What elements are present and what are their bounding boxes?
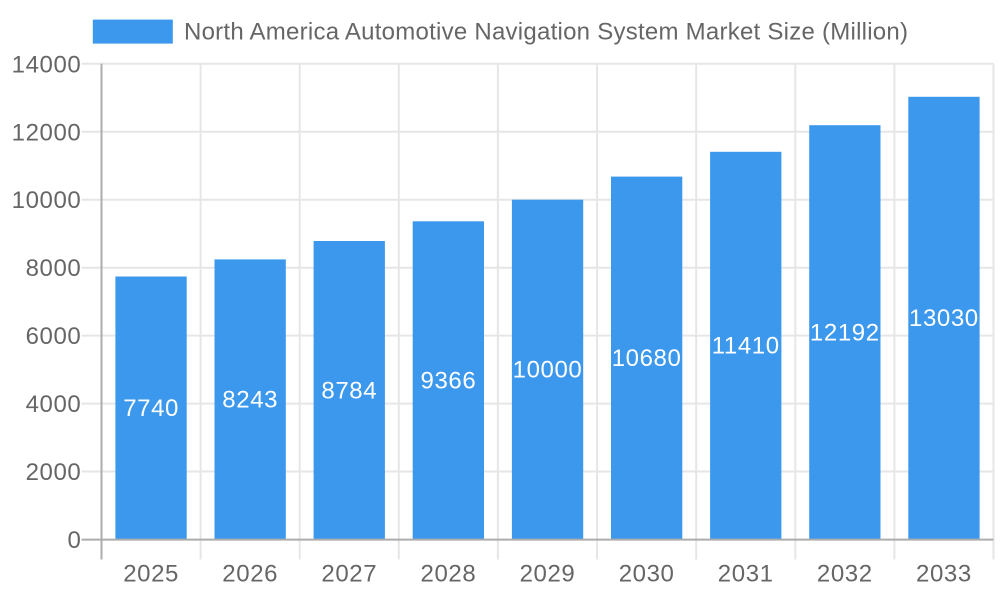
- svg-text:2027: 2027: [321, 561, 377, 588]
- svg-text:2030: 2030: [619, 561, 675, 588]
- svg-text:2000: 2000: [26, 459, 82, 486]
- svg-text:11410: 11410: [712, 333, 780, 360]
- svg-text:10000: 10000: [513, 357, 583, 384]
- svg-text:8243: 8243: [222, 387, 278, 414]
- svg-text:2025: 2025: [123, 561, 179, 588]
- svg-text:2031: 2031: [718, 561, 774, 588]
- svg-text:North America Automotive Navig: North America Automotive Navigation Syst…: [184, 19, 908, 46]
- svg-text:2028: 2028: [421, 561, 477, 588]
- svg-text:12000: 12000: [12, 119, 82, 146]
- svg-text:6000: 6000: [26, 323, 82, 350]
- svg-text:12192: 12192: [810, 319, 880, 346]
- svg-text:0: 0: [67, 527, 81, 554]
- svg-text:9366: 9366: [421, 367, 477, 394]
- svg-text:8000: 8000: [26, 255, 82, 282]
- svg-text:10680: 10680: [612, 345, 682, 372]
- svg-text:14000: 14000: [12, 51, 82, 78]
- svg-text:7740: 7740: [123, 395, 179, 422]
- svg-text:2029: 2029: [520, 561, 576, 588]
- svg-text:8784: 8784: [321, 377, 377, 404]
- svg-text:4000: 4000: [26, 391, 82, 418]
- svg-text:13030: 13030: [909, 305, 979, 332]
- svg-text:2032: 2032: [817, 561, 873, 588]
- svg-text:2033: 2033: [916, 561, 972, 588]
- svg-text:2026: 2026: [222, 561, 278, 588]
- svg-text:10000: 10000: [12, 187, 82, 214]
